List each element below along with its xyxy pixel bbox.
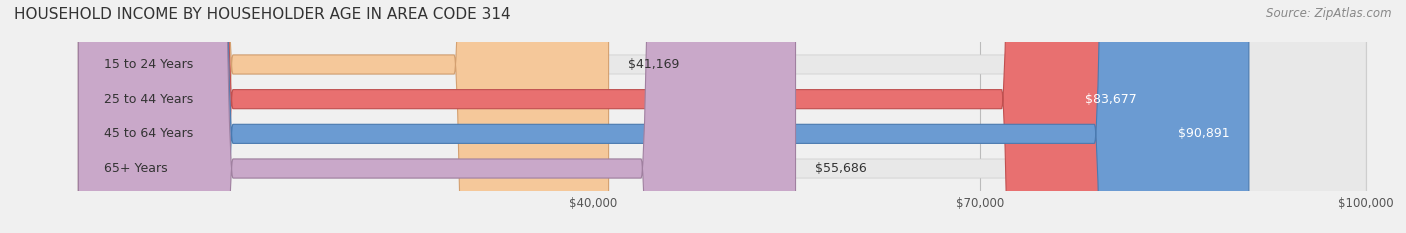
FancyBboxPatch shape (79, 0, 1249, 233)
FancyBboxPatch shape (79, 0, 1367, 233)
Text: 65+ Years: 65+ Years (104, 162, 167, 175)
Text: 25 to 44 Years: 25 to 44 Years (104, 93, 194, 106)
Text: Source: ZipAtlas.com: Source: ZipAtlas.com (1267, 7, 1392, 20)
Text: HOUSEHOLD INCOME BY HOUSEHOLDER AGE IN AREA CODE 314: HOUSEHOLD INCOME BY HOUSEHOLDER AGE IN A… (14, 7, 510, 22)
Text: $83,677: $83,677 (1085, 93, 1136, 106)
Text: 15 to 24 Years: 15 to 24 Years (104, 58, 194, 71)
FancyBboxPatch shape (79, 0, 796, 233)
FancyBboxPatch shape (79, 0, 1367, 233)
FancyBboxPatch shape (79, 0, 1367, 233)
Text: 45 to 64 Years: 45 to 64 Years (104, 127, 194, 140)
FancyBboxPatch shape (79, 0, 1367, 233)
Text: $90,891: $90,891 (1178, 127, 1230, 140)
FancyBboxPatch shape (79, 0, 609, 233)
FancyBboxPatch shape (79, 0, 1156, 233)
Text: $41,169: $41,169 (628, 58, 679, 71)
Text: $55,686: $55,686 (815, 162, 866, 175)
